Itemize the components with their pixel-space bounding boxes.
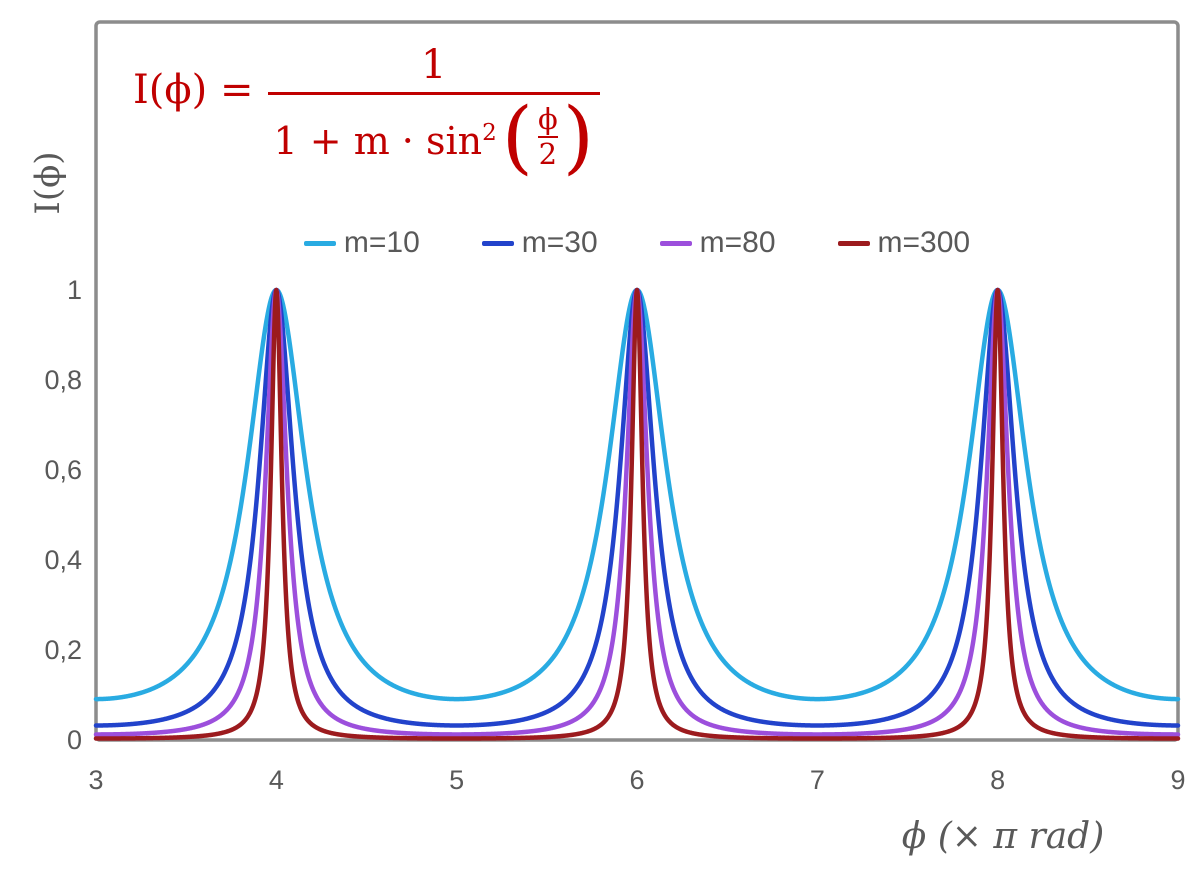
fraction-bar [267,92,600,95]
y-tick-label: 0,8 [44,365,82,395]
legend-line-marker [837,240,870,246]
legend: m=10 m=30 m=80 m=300 [96,226,1178,260]
inner-denominator: 2 [538,137,558,171]
left-paren: ( [501,90,533,183]
y-axis-title: I(ϕ) [28,151,68,215]
x-tick-label: 5 [449,765,465,795]
y-tick-label: 0,4 [44,545,82,575]
formula-denominator: 1 + m · sin2 ( ϕ 2 ) [268,97,600,177]
legend-item-m10: m=10 [303,226,420,260]
series-line-m=300 [93,287,1181,741]
formula-numerator: 1 [421,42,447,88]
x-tick-label: 4 [268,765,284,795]
denominator-text: 1 + m · sin2 [273,119,497,163]
formula-annotation: I(ϕ) = 1 1 + m · sin2 ( ϕ 2 ) [133,40,600,177]
x-tick-label: 8 [990,765,1006,795]
y-tick-label: 0 [66,725,82,755]
formula-fraction: 1 1 + m · sin2 ( ϕ 2 ) [267,40,600,177]
inner-numerator: ϕ [537,102,558,136]
formula-lhs: I(ϕ) = [133,67,254,113]
plot-frame [94,20,1180,742]
right-paren: ) [562,90,594,183]
x-tick-label: 9 [1170,765,1186,795]
y-tick-label: 1 [66,275,82,305]
x-tick-label: 7 [809,765,825,795]
legend-item-m80: m=80 [659,226,776,260]
legend-line-marker [481,240,514,246]
legend-line-marker [303,240,336,246]
legend-label: m=10 [343,226,420,259]
legend-label: m=80 [699,226,776,259]
series-line-m=30 [93,287,1181,728]
legend-label: m=30 [521,226,598,259]
x-tick-label: 6 [629,765,645,795]
x-tick-label: 3 [88,765,104,795]
sin-exponent: 2 [482,120,497,146]
inner-fraction-bar [537,136,558,138]
legend-label: m=300 [877,226,971,259]
inner-fraction: ϕ 2 [537,102,558,171]
series-line-m=80 [93,287,1181,737]
y-tick-label: 0,2 [44,635,82,665]
legend-line-marker [659,240,692,246]
x-axis-title: ϕ (× π rad) [901,816,1105,857]
y-tick-label: 0,6 [44,455,82,485]
legend-item-m30: m=30 [481,226,598,260]
legend-item-m300: m=300 [837,226,971,260]
